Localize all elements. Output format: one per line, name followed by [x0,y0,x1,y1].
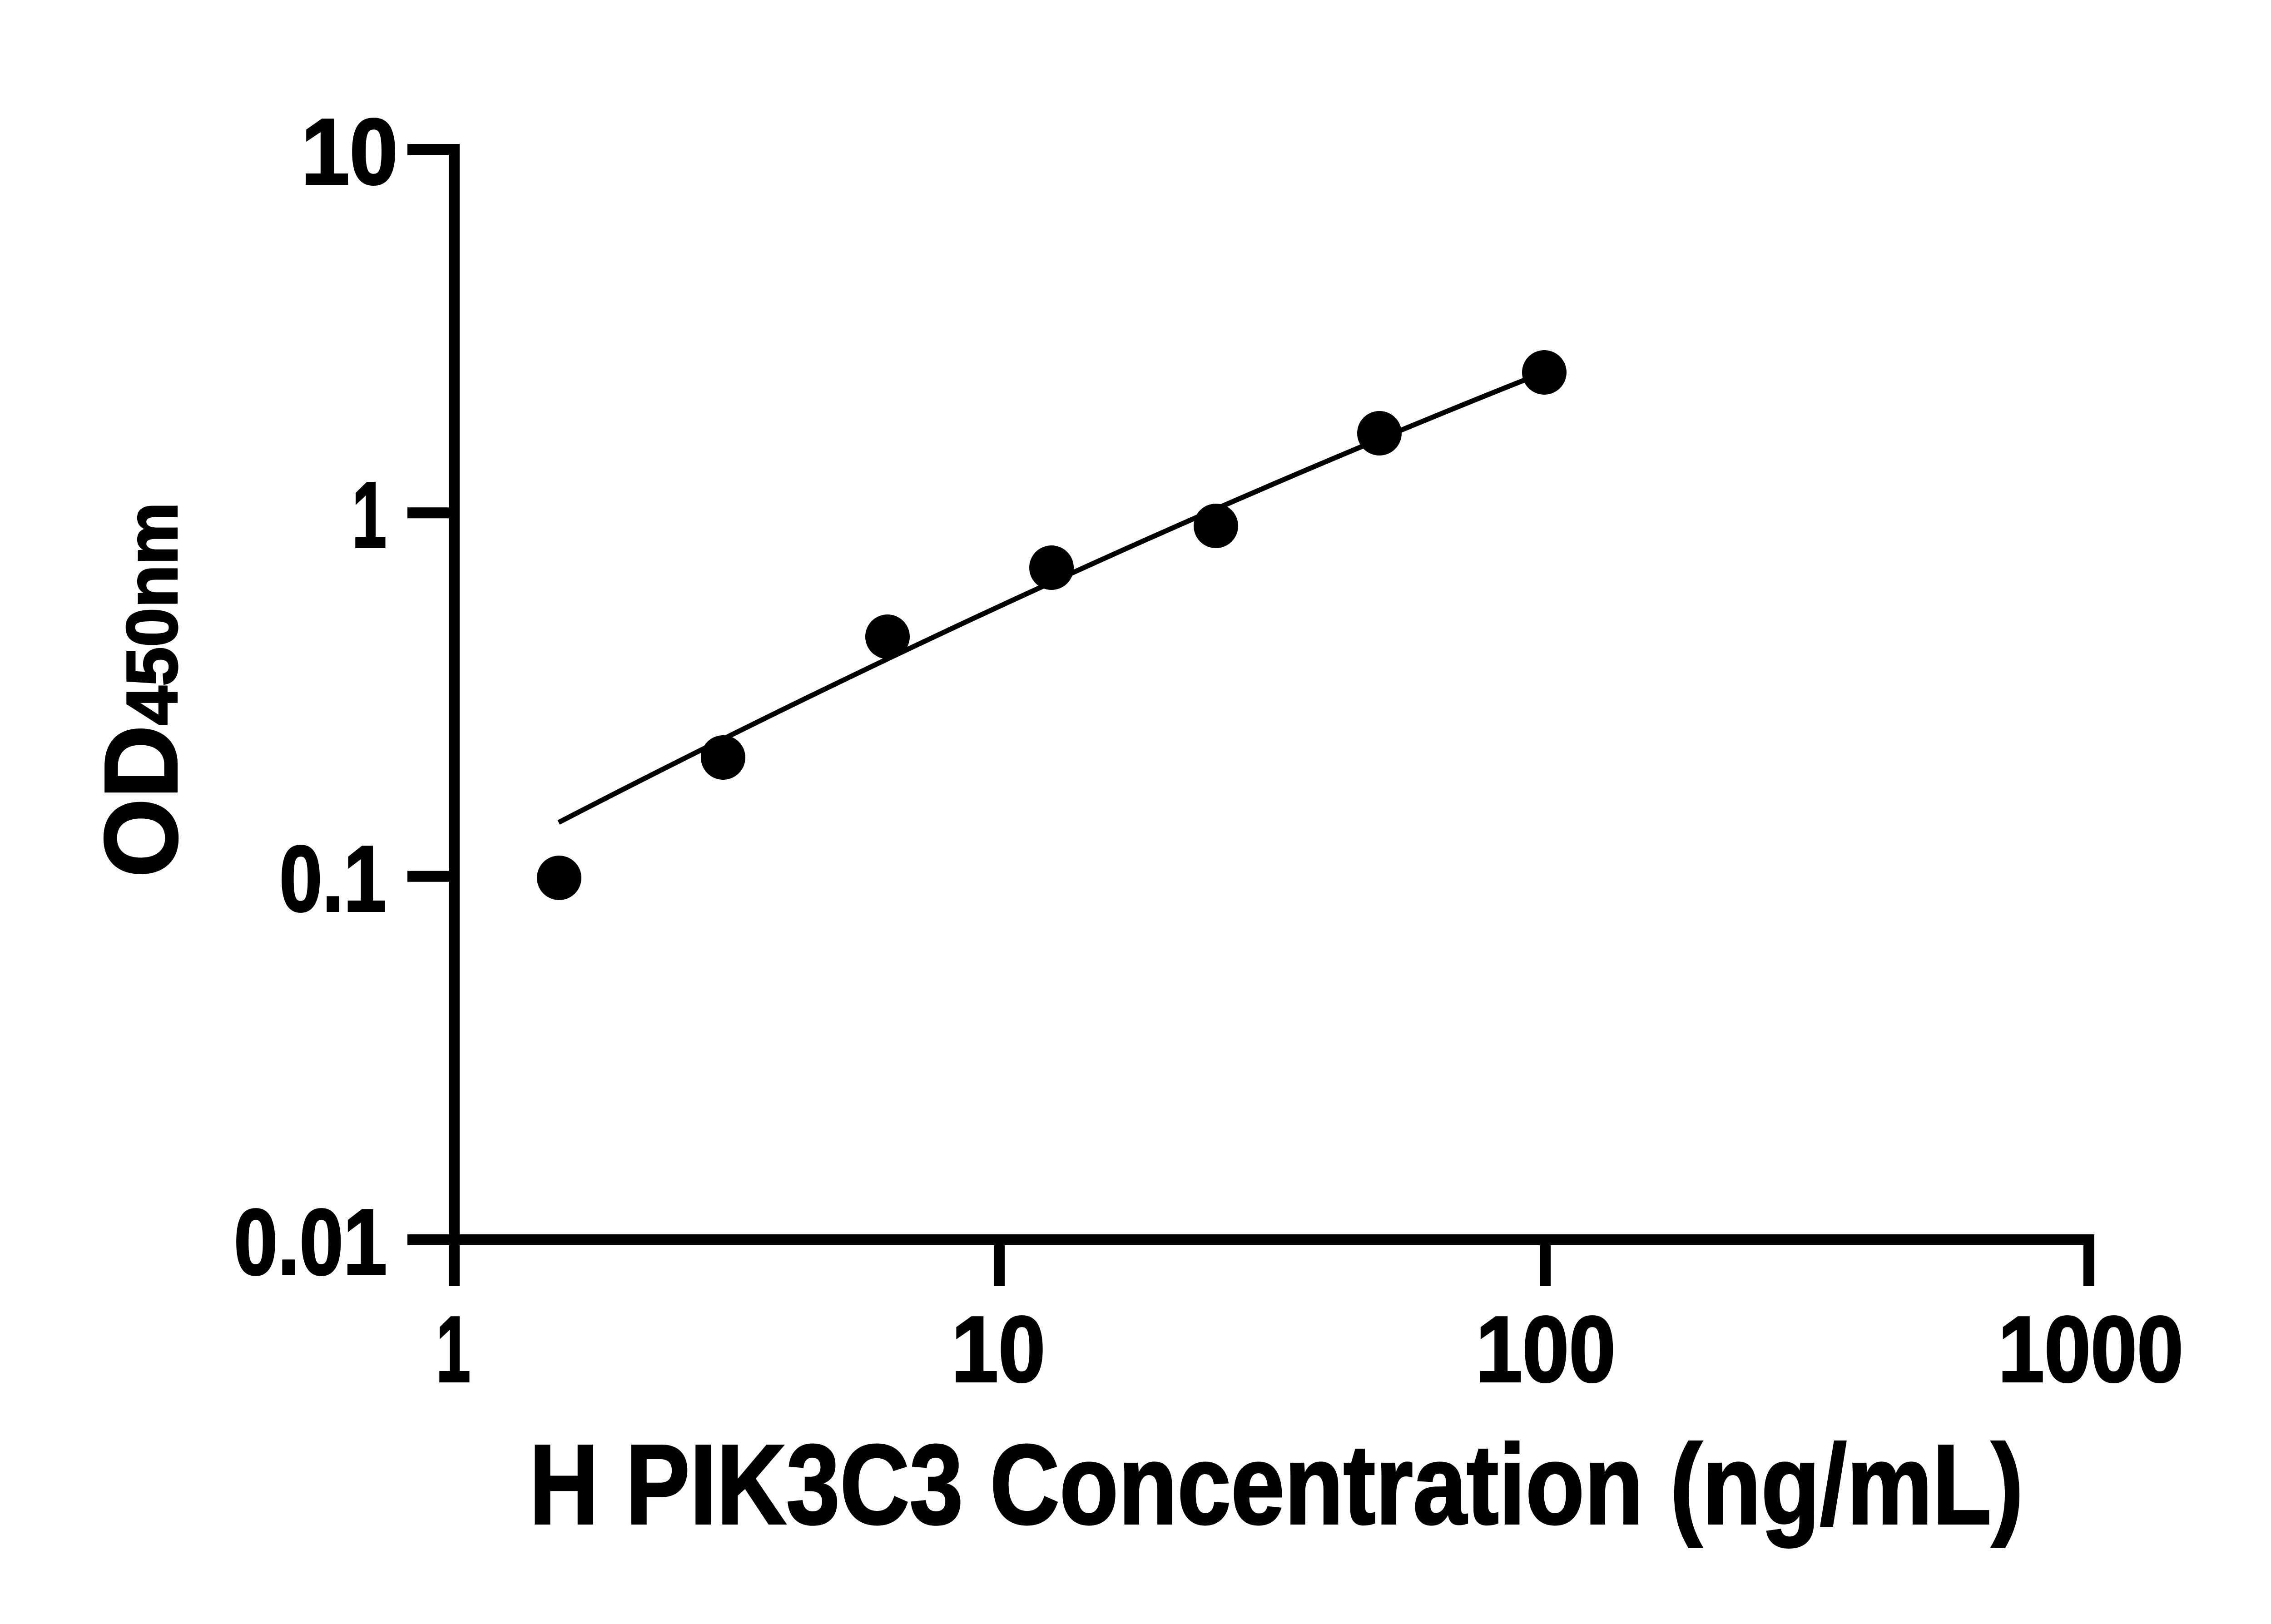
svg-text:OD450nm: OD450nm [84,502,199,877]
svg-text:100: 100 [1476,1297,1616,1401]
svg-text:10: 10 [301,99,398,204]
svg-text:0.1: 0.1 [279,827,387,931]
svg-text:H PIK3C3 Concentration (ng/mL): H PIK3C3 Concentration (ng/mL) [529,1421,2023,1548]
svg-text:1: 1 [352,463,387,567]
svg-text:0.01: 0.01 [234,1190,387,1294]
svg-text:1000: 1000 [1998,1297,2183,1401]
svg-text:1: 1 [436,1297,471,1401]
svg-text:10: 10 [952,1297,1046,1401]
